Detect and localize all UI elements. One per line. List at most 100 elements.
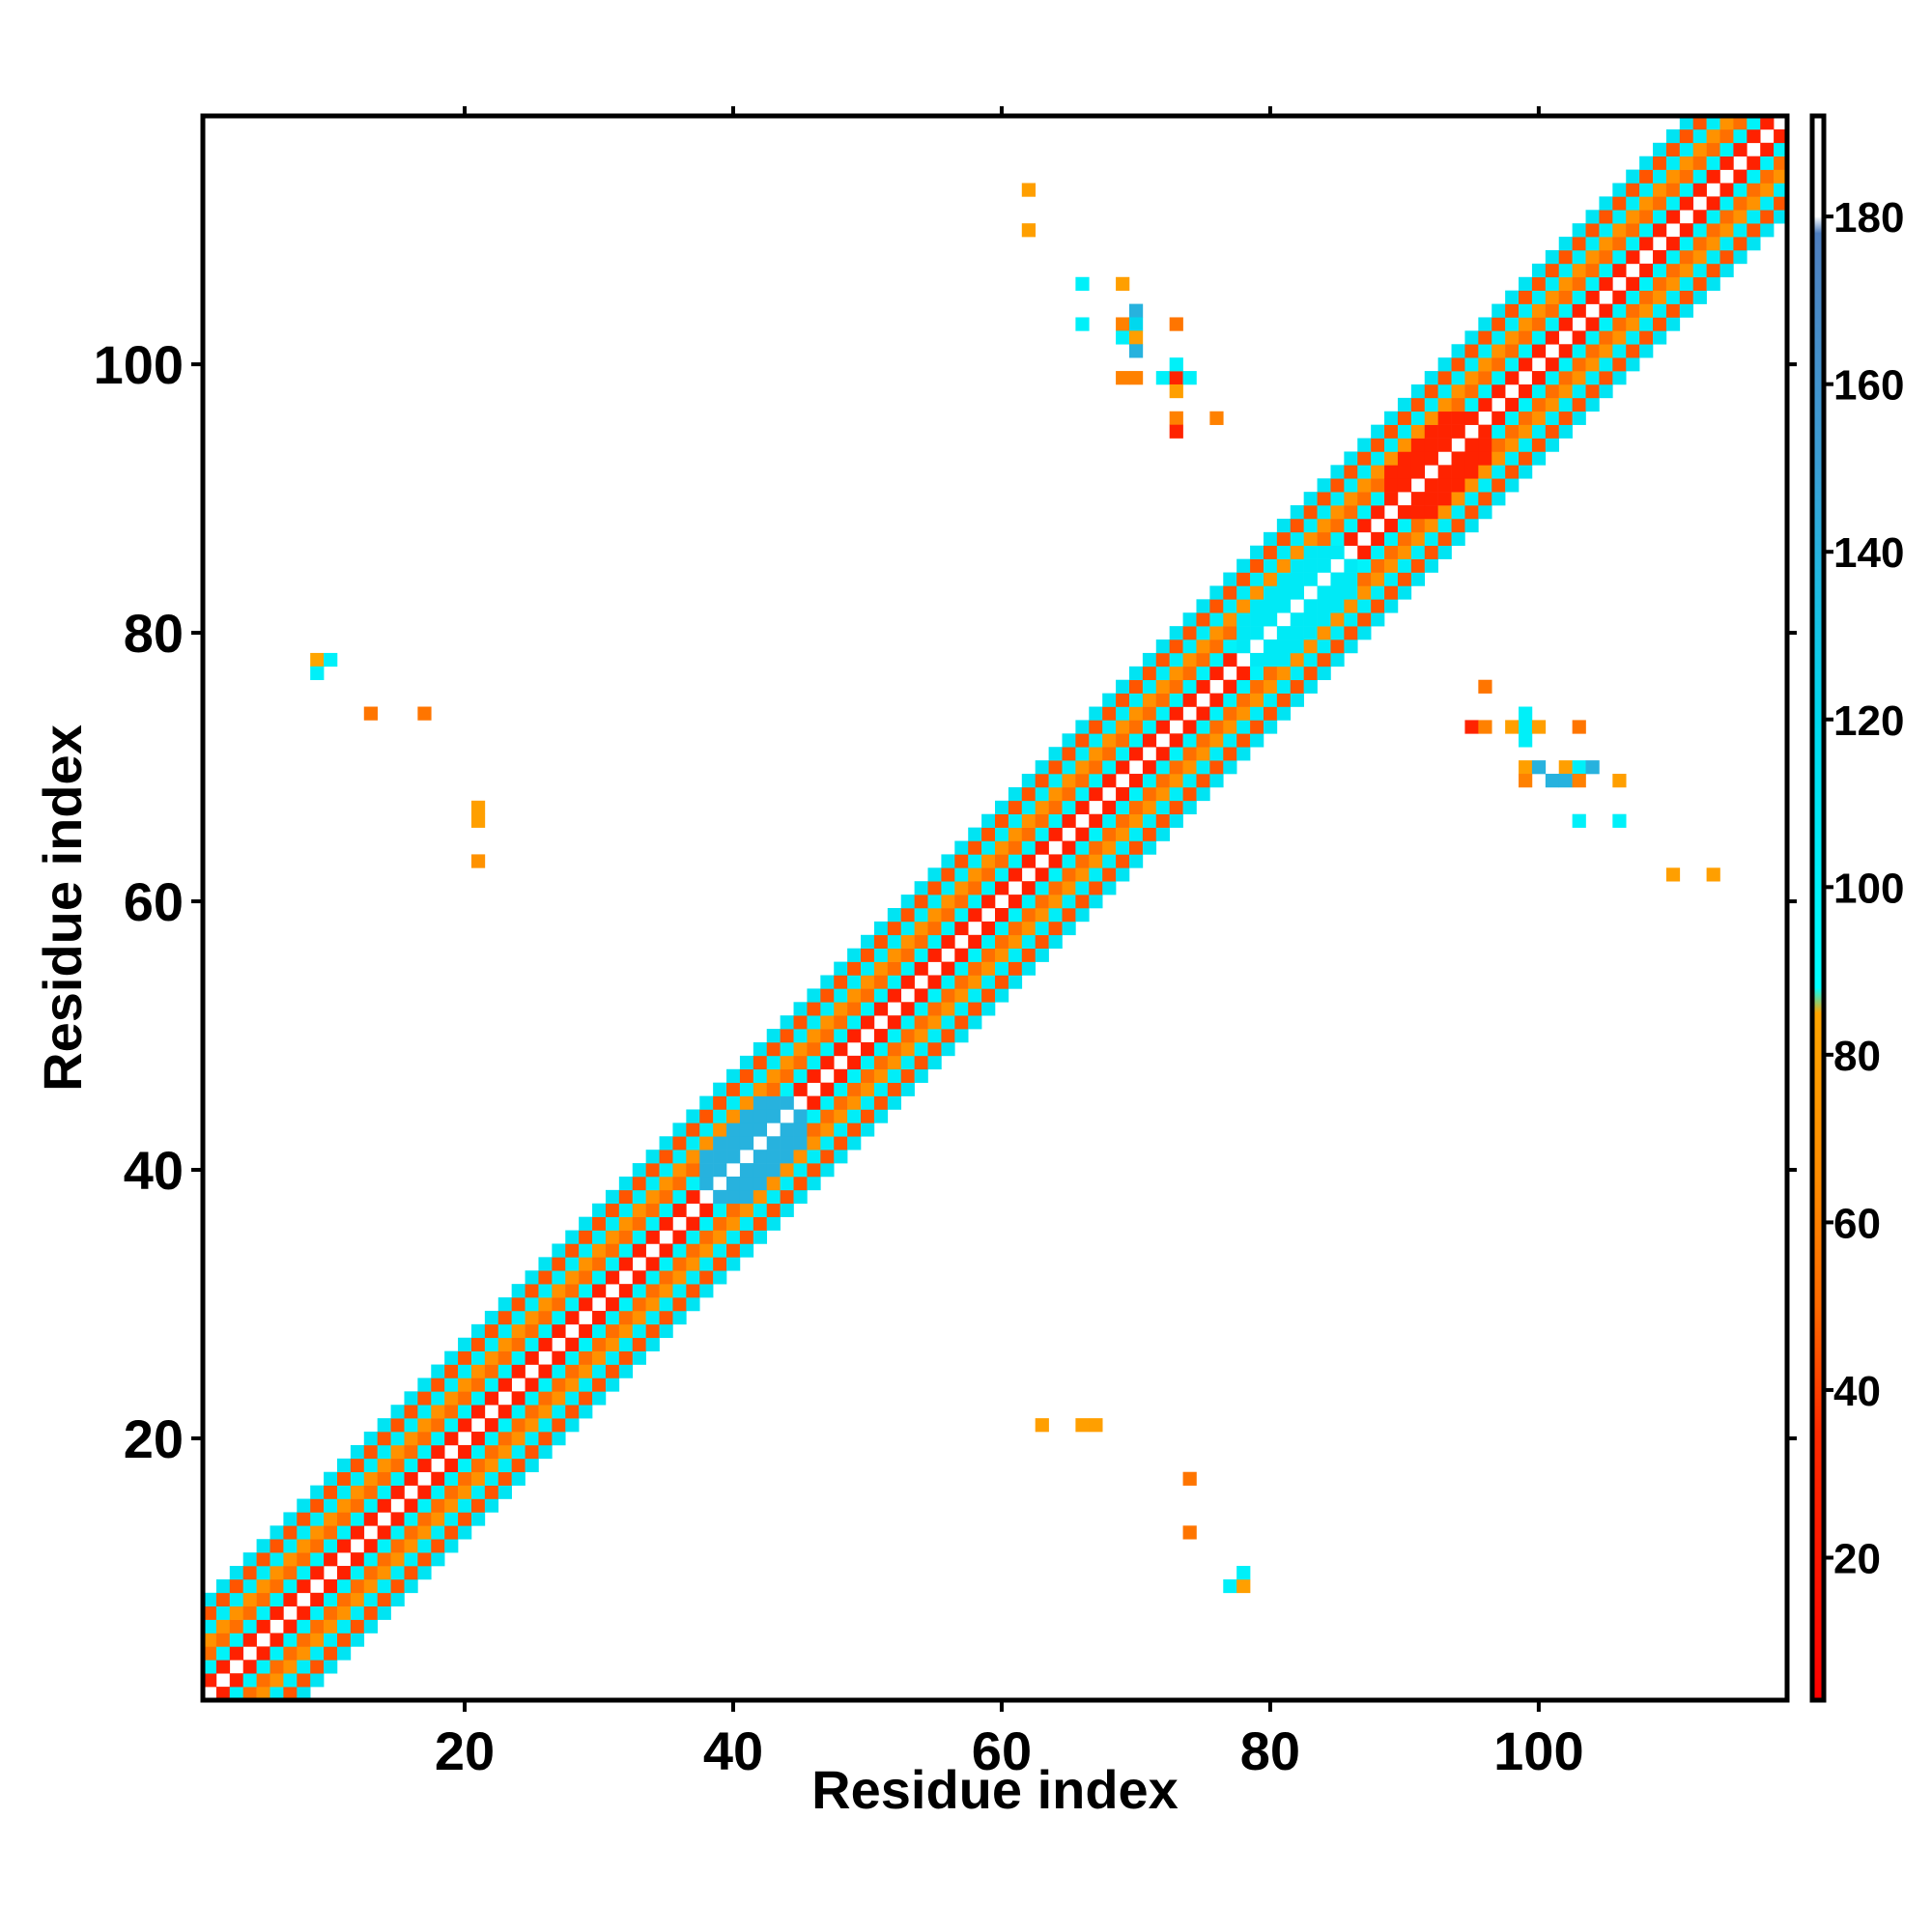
heatmap-cell	[1317, 531, 1331, 547]
heatmap-cell	[377, 1471, 391, 1486]
heatmap-cell	[592, 1391, 607, 1406]
heatmap-cell	[1223, 626, 1237, 640]
heatmap-cell	[1290, 531, 1304, 547]
heatmap-cell	[1062, 813, 1076, 828]
heatmap-cell	[1424, 545, 1438, 559]
heatmap-cell	[444, 1539, 459, 1553]
heatmap-cell	[1142, 813, 1157, 828]
heatmap-cell	[1719, 210, 1734, 224]
heatmap-cell	[1599, 210, 1613, 224]
heatmap-cell	[511, 1323, 526, 1339]
heatmap-cell	[686, 1270, 700, 1285]
heatmap-cell	[1155, 747, 1170, 761]
heatmap-cell	[1558, 317, 1573, 331]
y-tick-label: 40	[124, 1140, 184, 1201]
heatmap-cell	[1021, 183, 1036, 197]
heatmap-cell	[968, 934, 982, 949]
heatmap-cell	[766, 1136, 781, 1151]
heatmap-cell	[1317, 639, 1331, 654]
heatmap-cell	[565, 1230, 580, 1244]
heatmap-cell	[1209, 585, 1224, 600]
heatmap-cell	[431, 1432, 445, 1446]
heatmap-cell	[847, 1136, 862, 1151]
heatmap-cell	[618, 1176, 634, 1191]
heatmap-cell	[900, 1015, 915, 1030]
heatmap-cell	[834, 1095, 848, 1110]
heatmap-cell	[256, 1660, 270, 1674]
heatmap-cell	[1089, 840, 1103, 855]
heatmap-cell	[1209, 733, 1224, 748]
heatmap-cell	[659, 1284, 673, 1298]
heatmap-cell	[297, 1566, 311, 1580]
heatmap-cell	[1397, 465, 1412, 479]
heatmap-cell	[1653, 317, 1667, 331]
heatmap-cell	[1089, 827, 1103, 841]
y-tick-label: 80	[124, 603, 184, 664]
heatmap-cell	[1182, 679, 1197, 694]
heatmap-cell	[297, 1578, 311, 1594]
heatmap-cell	[1075, 786, 1090, 802]
heatmap-cell	[1774, 156, 1788, 170]
heatmap-cell	[834, 1122, 848, 1137]
heatmap-cell	[1196, 786, 1210, 802]
heatmap-cell	[1128, 693, 1144, 707]
heatmap-cell	[297, 1498, 311, 1513]
heatmap-cell	[873, 988, 889, 1003]
heatmap-cell	[1062, 733, 1076, 748]
heatmap-cell	[739, 1189, 754, 1205]
heatmap-cell	[458, 1405, 472, 1419]
heatmap-cell	[1223, 679, 1237, 694]
heatmap-cell	[377, 1498, 391, 1513]
heatmap-cell	[645, 1323, 660, 1339]
heatmap-cell	[1760, 183, 1775, 197]
heatmap-cell	[1021, 827, 1036, 841]
heatmap-cell	[820, 1150, 835, 1164]
heatmap-cell	[659, 1203, 673, 1217]
heatmap-cell	[1492, 424, 1506, 439]
heatmap-cell	[954, 921, 969, 936]
heatmap-cell	[941, 934, 955, 949]
heatmap-cell	[1679, 169, 1694, 184]
heatmap-cell	[390, 1512, 405, 1526]
heatmap-cell	[1478, 397, 1492, 412]
heatmap-cell	[497, 1297, 512, 1312]
heatmap-cells	[203, 116, 1788, 1701]
heatmap-cell	[968, 840, 982, 855]
heatmap-cell	[699, 1243, 714, 1258]
heatmap-cell	[1236, 558, 1251, 573]
heatmap-cell	[632, 1284, 646, 1298]
heatmap-cell	[1290, 558, 1304, 573]
heatmap-cell	[1236, 733, 1251, 748]
heatmap-cell	[1142, 720, 1157, 734]
heatmap-cell	[404, 1418, 418, 1433]
heatmap-cell	[324, 652, 338, 668]
heatmap-cell	[1303, 599, 1318, 613]
heatmap-cell	[941, 908, 955, 923]
heatmap-cell	[1719, 237, 1734, 251]
heatmap-cell	[713, 1095, 727, 1110]
heatmap-cell	[914, 895, 928, 909]
heatmap-cell	[645, 1189, 660, 1205]
heatmap-cell	[579, 1243, 593, 1258]
heatmap-cell	[1250, 706, 1264, 721]
heatmap-cell	[203, 1592, 217, 1607]
heatmap-cell	[927, 1002, 942, 1016]
heatmap-cell	[1102, 733, 1117, 748]
heatmap-cell	[847, 1082, 862, 1096]
heatmap-cell	[1021, 948, 1036, 962]
heatmap-cell	[579, 1350, 593, 1365]
heatmap-cell	[1116, 371, 1130, 385]
heatmap-cell	[1209, 774, 1224, 788]
heatmap-cell	[1236, 1578, 1251, 1594]
heatmap-cell	[1747, 128, 1761, 144]
heatmap-cell	[552, 1270, 566, 1285]
heatmap-cell	[229, 1566, 243, 1580]
heatmap-cell	[377, 1552, 391, 1567]
heatmap-cell	[632, 1176, 646, 1191]
heatmap-cell	[1437, 492, 1452, 506]
heatmap-cell	[1344, 639, 1358, 654]
heatmap-cell	[497, 1378, 512, 1392]
heatmap-cell	[1128, 344, 1144, 358]
heatmap-cell	[1665, 210, 1681, 224]
heatmap-cell	[1733, 116, 1747, 130]
